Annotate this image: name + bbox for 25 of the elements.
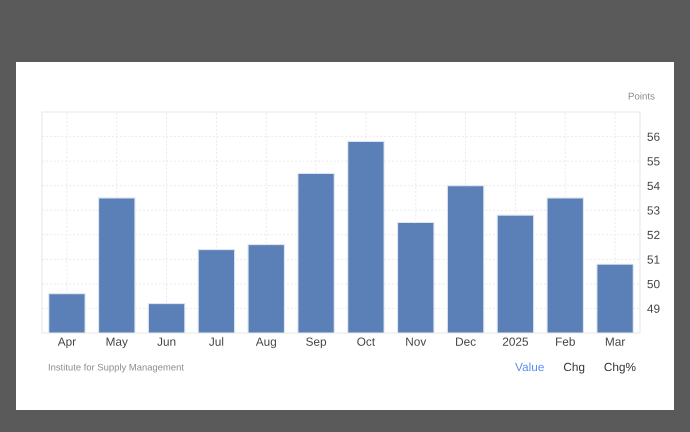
y-tick-label: 49 bbox=[647, 304, 660, 313]
text: Chg bbox=[564, 362, 584, 374]
y-tick-label: 54 bbox=[647, 182, 660, 190]
x-tick-label: Dec bbox=[456, 338, 476, 346]
text: Chg% bbox=[604, 362, 636, 374]
y-tick-label: 51 bbox=[647, 255, 660, 264]
x-tick-label: Mar bbox=[606, 338, 626, 346]
text: Value bbox=[515, 362, 544, 372]
text: Institute for Supply Management bbox=[48, 364, 184, 372]
x-tick-label: Nov bbox=[406, 338, 426, 346]
y-tick-label: 52 bbox=[647, 230, 660, 240]
x-tick-label: Aug bbox=[256, 338, 276, 348]
x-tick-label: Feb bbox=[556, 337, 575, 346]
x-tick-label: Jul bbox=[209, 337, 224, 346]
x-tick-label: May bbox=[106, 338, 128, 348]
y-tick-label: 50 bbox=[647, 280, 660, 288]
x-tick-label: Oct bbox=[357, 337, 376, 346]
x-tick-label: Apr bbox=[58, 338, 76, 348]
x-tick-label: 2025 bbox=[502, 337, 528, 346]
y-axis-title: Points bbox=[628, 92, 655, 100]
y-tick-label: 53 bbox=[647, 206, 660, 215]
x-tick-label: Sep bbox=[306, 337, 326, 348]
y-tick-label: 56 bbox=[647, 132, 660, 141]
x-tick-label: Jun bbox=[157, 338, 176, 346]
y-tick-label: 55 bbox=[647, 157, 660, 166]
